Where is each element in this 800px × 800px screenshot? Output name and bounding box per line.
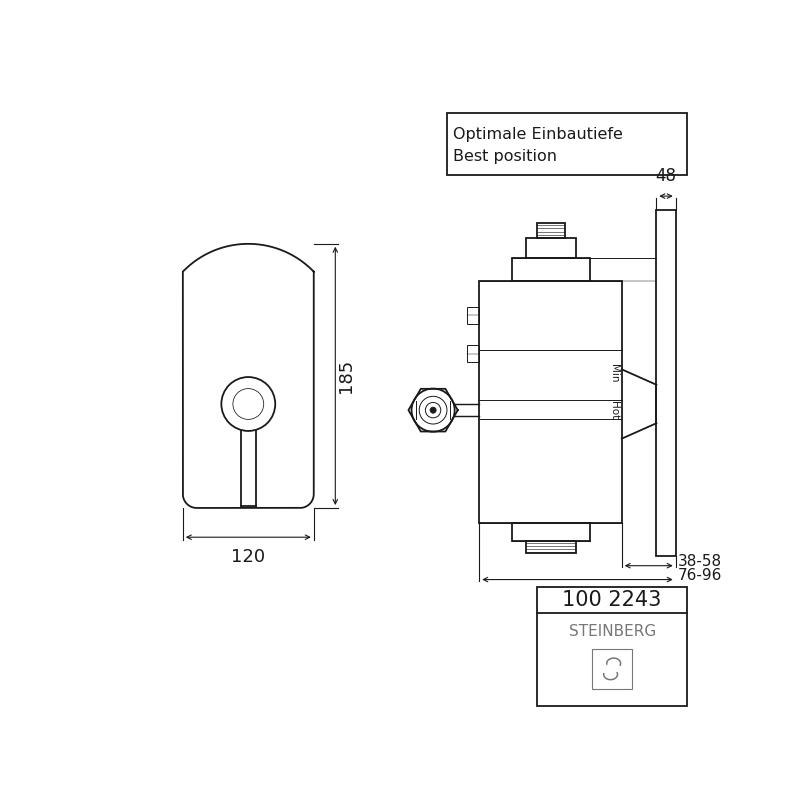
Text: 100 2243: 100 2243 — [562, 590, 662, 610]
Text: STEINBERG: STEINBERG — [569, 624, 656, 638]
Bar — [526, 541, 576, 554]
Bar — [512, 258, 590, 281]
Bar — [479, 281, 622, 523]
Bar — [656, 210, 676, 557]
Bar — [592, 649, 632, 689]
Bar — [467, 307, 479, 324]
Text: 48: 48 — [655, 167, 677, 186]
Text: 185: 185 — [337, 358, 355, 393]
Bar — [537, 223, 565, 238]
Bar — [447, 113, 687, 175]
Bar — [537, 587, 687, 706]
Text: Hot: Hot — [609, 401, 619, 419]
Text: Best position: Best position — [453, 149, 557, 163]
Text: 120: 120 — [231, 548, 266, 566]
Bar — [512, 523, 590, 541]
Bar — [526, 238, 576, 258]
Text: Min: Min — [609, 364, 619, 382]
Text: 38-58: 38-58 — [678, 554, 722, 570]
Bar — [467, 346, 479, 362]
Circle shape — [430, 407, 436, 414]
Text: 76-96: 76-96 — [678, 568, 722, 583]
Text: Optimale Einbautiefe: Optimale Einbautiefe — [453, 127, 623, 142]
